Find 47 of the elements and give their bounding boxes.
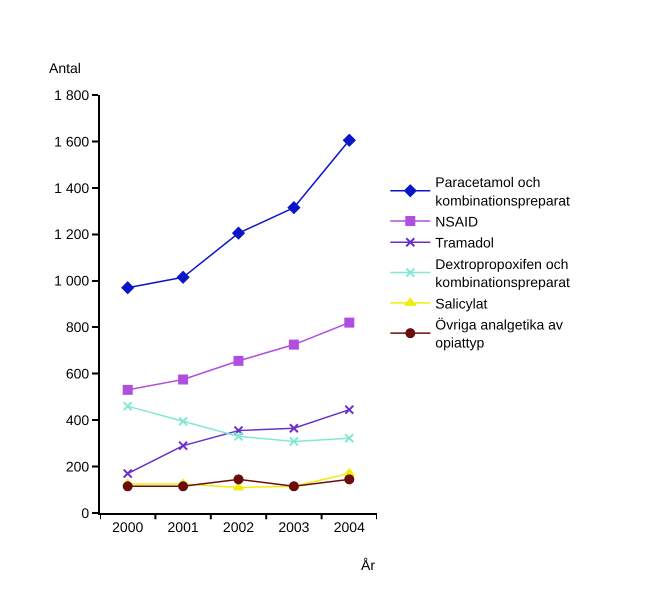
point <box>288 423 299 434</box>
legend-label: Paracetamol och kombinationspreparat <box>435 174 570 208</box>
y-tick-label: 800 <box>66 319 90 336</box>
point <box>344 404 354 415</box>
x-tick-label: 2004 <box>334 518 366 535</box>
x-tick-label: 2003 <box>278 518 310 535</box>
point <box>288 201 300 214</box>
point <box>344 433 354 444</box>
point <box>234 474 244 484</box>
point <box>176 271 190 284</box>
x-axis-title: År <box>361 557 376 573</box>
y-tick-label: 600 <box>66 366 90 382</box>
point <box>288 436 299 446</box>
x-tick-label: 2002 <box>222 518 254 535</box>
y-tick-label: 400 <box>66 412 90 428</box>
point <box>122 401 133 412</box>
y-axis-title: Antal <box>49 60 81 76</box>
point <box>232 226 245 240</box>
point <box>178 440 188 451</box>
point <box>178 416 188 426</box>
point <box>122 468 133 479</box>
y-tick-label: 1 200 <box>54 226 90 242</box>
point <box>122 384 133 395</box>
x-tick-label: 2000 <box>112 518 144 535</box>
point <box>234 356 244 366</box>
point <box>122 282 134 294</box>
point <box>343 134 356 146</box>
legend-label: Övriga analgetika av opiattyp <box>435 316 563 351</box>
y-tick-label: 1 000 <box>54 272 90 289</box>
point <box>234 431 244 442</box>
y-tick-label: 0 <box>81 504 90 521</box>
point <box>178 374 188 384</box>
legend-label: NSAID <box>435 214 478 230</box>
point <box>288 340 299 350</box>
y-tick-label: 1 800 <box>54 86 90 103</box>
legend-label: Dextropropoxifen och kombinationspreparat <box>435 256 570 290</box>
y-tick-label: 200 <box>66 458 90 474</box>
point <box>344 474 354 484</box>
y-tick-label: 1 600 <box>54 133 90 150</box>
point <box>344 318 354 328</box>
point <box>178 481 188 492</box>
point <box>234 426 244 436</box>
legend-label: Salicylat <box>435 295 488 312</box>
x-tick-label: 2001 <box>168 518 199 535</box>
legend-label: Tramadol <box>435 234 494 251</box>
point <box>122 481 133 492</box>
y-tick-label: 1 400 <box>54 180 90 196</box>
